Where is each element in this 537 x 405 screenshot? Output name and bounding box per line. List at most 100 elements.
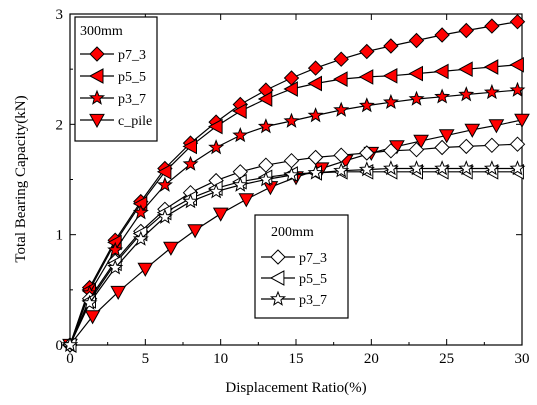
data-point-c-pile (438, 129, 455, 144)
x-tick-label: 0 (66, 351, 74, 367)
data-point-p3-7 (382, 93, 399, 110)
legend-item-c-pile: c_pile (80, 113, 152, 129)
legend-200mm-items: p7_3 p5_5 p3_7 (261, 249, 327, 308)
data-point-p7-3-200mm (408, 141, 425, 158)
legend-label: p5_5 (299, 272, 327, 287)
legend-label: p7_3 (299, 251, 327, 266)
data-point-p3-7-200mm (483, 160, 500, 176)
legend-marker-p7-3 (89, 46, 105, 62)
data-point-p5-5 (333, 71, 348, 87)
legend-marker-p5-5 (88, 68, 104, 84)
data-point-p3-7 (107, 241, 124, 257)
data-point-p3-7 (483, 83, 500, 100)
x-tick-label: 20 (364, 351, 379, 367)
data-point-p5-5 (408, 65, 423, 82)
data-point-p3-7 (208, 139, 225, 155)
legend-marker-p5-5-200mm (269, 270, 285, 286)
data-point-c-pile (84, 310, 101, 325)
data-point-p3-7 (307, 107, 324, 123)
data-point-p3-7 (458, 86, 475, 102)
data-point-p3-7 (232, 127, 249, 143)
data-point-p3-7-200mm (283, 166, 300, 182)
data-point-p3-7-200mm (307, 164, 324, 180)
y-tick-label: 3 (56, 7, 64, 23)
legend-marker-p3-7-200mm (269, 290, 287, 306)
data-point-c-pile (413, 134, 429, 149)
data-point-p7-3 (359, 43, 375, 60)
data-point-p7-3-200mm (383, 143, 399, 159)
data-point-p3-7-200mm (257, 171, 274, 187)
legend-label: p3_7 (299, 293, 327, 308)
data-point-p7-3-200mm (434, 139, 450, 156)
data-point-p3-7-200mm (458, 160, 475, 176)
data-point-p3-7-200mm (208, 183, 225, 199)
data-point-p3-7 (408, 90, 425, 106)
series-layer (61, 13, 530, 354)
data-point-p3-7-200mm (333, 162, 350, 178)
data-point-p7-3 (383, 38, 399, 54)
data-point-p5-5 (182, 138, 197, 155)
data-point-p7-3-200mm (484, 137, 500, 154)
x-tick-label: 25 (439, 351, 454, 367)
data-point-p3-7 (509, 81, 526, 97)
data-point-c-pile (137, 262, 154, 277)
legend-label: p3_7 (118, 92, 146, 107)
axis-ticks: 0 5 10 15 20 25 30 0 1 2 3 (56, 7, 530, 367)
y-tick-label: 1 (56, 228, 64, 244)
legend-item-p7-3-200mm: p7_3 (261, 249, 327, 266)
legend-200mm-frame (254, 214, 349, 319)
data-point-c-pile (514, 113, 530, 128)
data-point-p5-5 (156, 163, 172, 180)
data-point-c-pile (212, 207, 229, 222)
data-point-c-pile (187, 224, 203, 239)
data-point-p7-3 (434, 27, 450, 43)
legend-marker-c-pile (89, 113, 105, 129)
data-point-p7-3 (408, 32, 425, 49)
data-point-p5-5 (458, 61, 473, 78)
data-point-p3-7 (434, 88, 451, 104)
data-point-p3-7-200mm (182, 193, 199, 209)
legend-marker-p3-7 (88, 89, 106, 105)
data-point-p3-7-200mm (382, 160, 399, 176)
data-point-p3-7-200mm (61, 336, 79, 352)
data-point-p7-3 (333, 51, 349, 67)
data-point-p3-7-200mm (107, 259, 124, 275)
legend-200mm-title: 200mm (271, 225, 314, 240)
legend-item-p3-7: p3_7 (80, 89, 146, 107)
legend-item-p7-3: p7_3 (80, 46, 146, 63)
data-point-p7-3-200mm (307, 149, 324, 166)
legend-item-p3-7-200mm: p3_7 (261, 290, 327, 308)
legend-item-p5-5: p5_5 (80, 68, 146, 85)
data-point-p3-7-200mm (232, 176, 249, 192)
legend-300mm-title: 300mm (80, 24, 123, 39)
data-point-p7-3-200mm (283, 152, 300, 169)
legend-item-p5-5-200mm: p5_5 (261, 270, 327, 287)
data-point-p3-7 (333, 101, 350, 117)
legend-300mm: 300mm p7_3 p5_5 p3_7 c_pile (74, 16, 158, 142)
data-point-p7-3 (307, 60, 324, 76)
data-point-p3-7 (257, 118, 274, 134)
data-point-p7-3-200mm (333, 147, 349, 163)
y-axis-label: Total Bearing Capacity(kN) (13, 95, 29, 262)
data-point-p7-3-200mm (258, 157, 274, 173)
data-point-p7-3-200mm (509, 136, 526, 152)
data-point-p5-5 (434, 63, 449, 80)
data-point-c-pile (464, 123, 481, 138)
legend-marker-p7-3-200mm (270, 249, 286, 265)
legend-300mm-items: p7_3 p5_5 p3_7 c_pile (80, 46, 152, 129)
x-tick-label: 5 (142, 351, 150, 367)
data-point-p3-7 (283, 112, 300, 128)
data-point-p3-7-200mm (358, 161, 375, 177)
data-point-p5-5 (208, 118, 223, 135)
data-point-p5-5 (483, 59, 499, 75)
data-point-p7-3-200mm (359, 145, 375, 161)
x-tick-label: 15 (289, 351, 304, 367)
data-point-p5-5 (232, 103, 247, 119)
data-point-p3-7 (156, 176, 173, 192)
legend-label: p5_5 (118, 70, 146, 85)
x-axis-label: Displacement Ratio(%) (225, 380, 366, 396)
data-point-p5-5 (307, 75, 322, 92)
x-tick-label: 30 (515, 351, 530, 367)
series-p3-7-200mm (61, 160, 526, 352)
